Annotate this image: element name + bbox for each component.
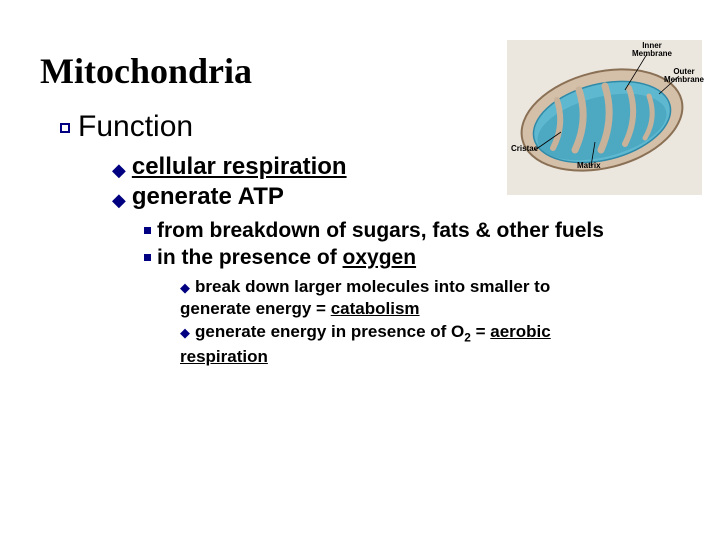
level3-text: in the presence of oxygen: [157, 246, 416, 269]
level2-text: cellular respiration: [132, 153, 347, 180]
square-solid-icon: [144, 227, 151, 234]
text-fragment: in the presence of: [157, 246, 343, 269]
text-underlined: oxygen: [343, 246, 417, 269]
list-item: in the presence of oxygen: [144, 245, 620, 270]
list-item: ◆generate energy in presence of O2 = aer…: [180, 321, 620, 367]
bullet-level3-group: from breakdown of sugars, fats & other f…: [144, 218, 620, 270]
level1-text: Function: [78, 110, 193, 143]
bullet-level4-group: ◆break down larger molecules into smalle…: [180, 276, 620, 367]
list-item: from breakdown of sugars, fats & other f…: [144, 218, 620, 243]
diamond-rotated-icon: ◆: [180, 280, 190, 296]
mitochondrion-svg-icon: [507, 40, 702, 195]
square-outline-icon: [60, 123, 70, 133]
level4-text: generate energy in presence of O2 = aero…: [180, 322, 551, 365]
level2-text: generate ATP: [132, 183, 284, 210]
diamond-solid-icon: ◆: [112, 159, 126, 182]
list-item: ◆break down larger molecules into smalle…: [180, 276, 620, 320]
mitochondrion-diagram: InnerMembrane OuterMembrane Cristae Matr…: [507, 40, 702, 195]
text-fragment: =: [471, 322, 490, 341]
diagram-label-outer-membrane: OuterMembrane: [664, 68, 704, 85]
diagram-label-cristae: Cristae: [511, 145, 538, 153]
slide-title: Mitochondria: [40, 50, 252, 92]
diamond-solid-icon: ◆: [112, 189, 126, 212]
subscript: 2: [464, 331, 471, 345]
diagram-label-matrix: Matrix: [577, 162, 601, 170]
level3-text: from breakdown of sugars, fats & other f…: [157, 219, 604, 242]
diamond-rotated-icon: ◆: [180, 325, 190, 341]
square-solid-icon: [144, 254, 151, 261]
diagram-label-inner-membrane: InnerMembrane: [632, 42, 672, 59]
text-underlined: catabolism: [331, 299, 420, 318]
level4-text: break down larger molecules into smaller…: [180, 277, 550, 318]
text-fragment: generate energy in presence of O: [195, 322, 464, 341]
